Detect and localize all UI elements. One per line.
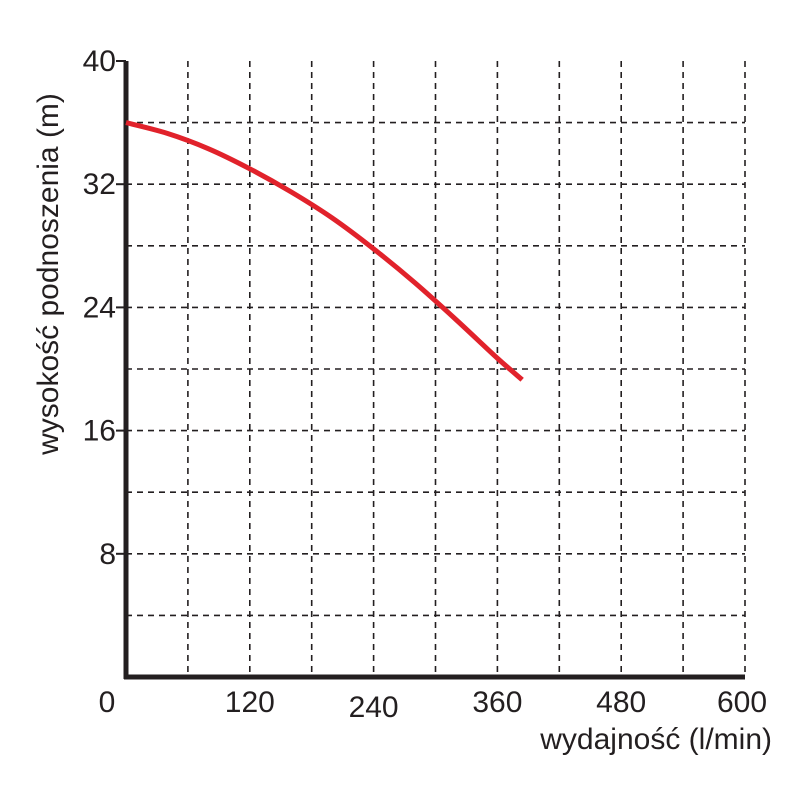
y-tick-label: 24 [83, 291, 116, 324]
axes [116, 60, 745, 680]
y-tick-label: 40 [83, 45, 116, 78]
x-tick-label: 240 [349, 691, 399, 724]
series-layer [125, 120, 524, 382]
x-tick-label: 360 [472, 686, 522, 719]
x-axis-label: wydajność (l/min) [539, 723, 772, 756]
grid [126, 61, 746, 677]
x-tick-label: 480 [596, 686, 646, 719]
y-tick-label: 32 [83, 168, 116, 201]
series-line [125, 120, 524, 382]
y-tick-label: 16 [83, 415, 116, 448]
x-tick-label: 0 [99, 686, 116, 719]
y-tick-label: 8 [99, 538, 116, 571]
tick-labels: 8 16 24 32 40 0 120 240 360 480 600 [83, 45, 767, 724]
y-axis-label: wysokość podnoszenia (m) [32, 93, 65, 456]
x-tick-label: 120 [225, 686, 275, 719]
x-tick-label: 600 [717, 686, 767, 719]
